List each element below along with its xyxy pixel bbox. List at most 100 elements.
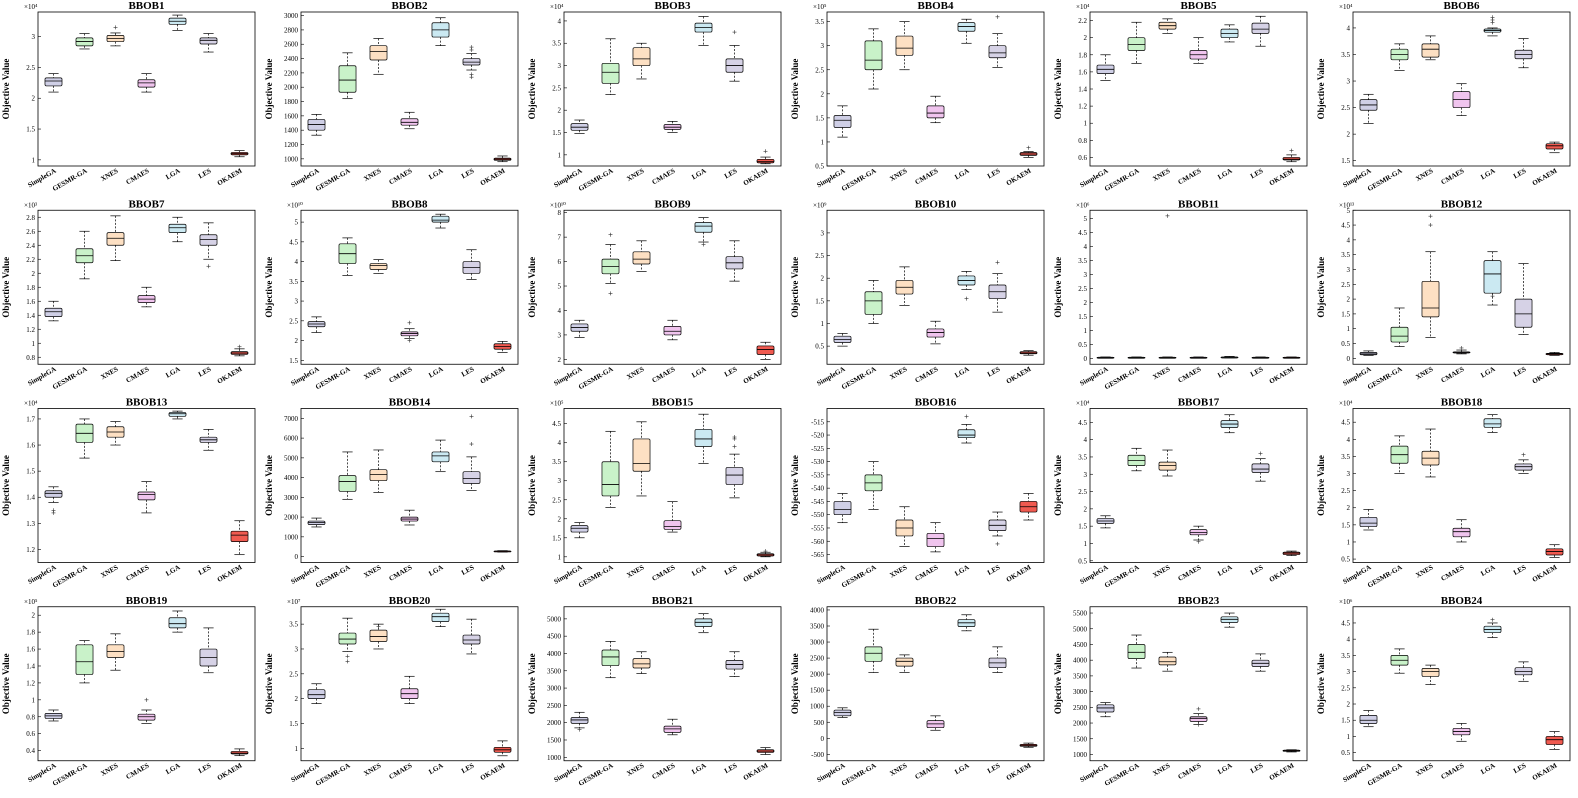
x-tick-label: CMAES [651, 365, 677, 385]
y-tick-label: 0.5 [1078, 557, 1087, 565]
y-axis-label: Objective Value [527, 257, 537, 318]
plot-frame [300, 11, 519, 167]
axis-exponent: ×10⁴ [1339, 400, 1353, 408]
y-tick-label: 1 [32, 696, 36, 704]
y-tick-label: 3 [1084, 271, 1088, 279]
y-tick-label: 2 [558, 107, 562, 115]
y-tick-label: 1200 [284, 141, 299, 149]
chart-title: BBOB17 [1178, 397, 1220, 409]
box-xnes [1158, 461, 1177, 471]
x-tick-label: OKAEM [1005, 167, 1033, 188]
box-gesmr-ga [338, 65, 357, 93]
y-tick-label: 0 [821, 735, 825, 743]
plot-frame [1352, 209, 1571, 365]
x-tick-label: LGA [164, 365, 181, 380]
y-tick-label: 1 [558, 151, 562, 159]
x-tick-label: LGA [690, 563, 707, 578]
x-tick-label: GESMR-GA [577, 365, 614, 391]
y-axis-label: Objective Value [264, 257, 274, 318]
x-tick-label: OKAEM [479, 365, 507, 386]
x-tick-label: LES [197, 365, 213, 379]
y-tick-label: 3500 [810, 623, 825, 631]
y-tick-label: 1 [558, 553, 562, 561]
chart-panel-16: BBOB16 Objective Value -565 -560 -555 -550 -54… [790, 397, 1045, 589]
y-tick-label: 3000 [547, 685, 562, 693]
y-tick-label: 2800 [284, 26, 299, 34]
y-tick-label: 1.5 [1341, 157, 1350, 165]
x-tick-label: OKAEM [1268, 761, 1296, 782]
box-simplega [570, 717, 589, 724]
x-tick-label: CMAES [1177, 563, 1203, 583]
y-tick-label: 2.5 [1341, 281, 1350, 289]
y-tick-label: 3 [295, 645, 299, 653]
y-tick-label: 4 [1347, 24, 1351, 32]
chart-panel-7: BBOB7 ×10³ Objective Value 0.8 1 1.2 1.4 1.6 1.8… [1, 198, 256, 391]
y-tick-label: 3.5 [552, 458, 561, 466]
x-tick-label: LES [1249, 563, 1265, 577]
box-okaem [230, 751, 249, 755]
box-simplega [1096, 704, 1115, 713]
y-tick-label: 2.5 [289, 670, 298, 678]
x-tick-label: XNES [99, 762, 119, 778]
x-tick-label: LGA [1479, 365, 1496, 380]
y-tick-label: 3 [558, 62, 562, 70]
y-tick-label: 1000 [1073, 751, 1088, 759]
y-tick-label: 2600 [284, 41, 299, 49]
y-tick-label: 3 [821, 229, 825, 237]
y-tick-label: 2.5 [289, 317, 298, 325]
x-tick-label: LGA [1216, 365, 1233, 380]
y-tick-label: 3.5 [1078, 257, 1087, 265]
x-tick-label: LGA [164, 167, 181, 182]
y-tick-label: 2.5 [26, 64, 35, 72]
y-tick-label: 3 [1347, 470, 1351, 478]
plot-frame [1089, 606, 1308, 762]
y-axis-label: Objective Value [1, 257, 11, 318]
box-cmaes [926, 532, 945, 547]
y-tick-label: 1 [1084, 540, 1088, 548]
x-tick-label: CMAES [914, 167, 940, 187]
y-tick-label: 5 [1084, 215, 1088, 223]
y-tick-label: 1 [821, 138, 825, 146]
box-simplega [833, 115, 852, 128]
axis-exponent: ×10¹⁰ [550, 201, 566, 209]
x-tick-label: OKAEM [1268, 563, 1296, 584]
y-tick-label: 2 [821, 90, 825, 98]
y-tick-label: 1.8 [26, 629, 35, 637]
y-tick-label: 1 [32, 340, 36, 348]
y-tick-label: 3.5 [1341, 51, 1350, 59]
y-tick-label: 4000 [810, 606, 825, 614]
box-les [1514, 298, 1533, 328]
box-simplega [1359, 715, 1378, 724]
x-tick-label: XNES [1151, 762, 1171, 778]
x-tick-label: OKAEM [1531, 167, 1559, 188]
y-tick-label: 2200 [284, 69, 299, 77]
x-tick-label: GESMR-GA [577, 167, 614, 193]
axis-exponent: ×10⁵ [24, 598, 38, 606]
y-tick-label: 2 [1347, 701, 1351, 709]
chart-panel-14: BBOB14 Objective Value 0 1000 2000 3000 4000 50… [264, 397, 519, 589]
y-tick-label: 1400 [284, 127, 299, 135]
box-gesmr-ga [1390, 326, 1409, 343]
box-gesmr-ga [1127, 37, 1146, 51]
x-tick-label: LES [1249, 365, 1265, 379]
x-tick-label: XNES [625, 563, 645, 579]
y-tick-label: 1.4 [1078, 86, 1087, 94]
y-axis-label: Objective Value [1316, 257, 1326, 318]
y-tick-label: 2.5 [1078, 285, 1087, 293]
y-tick-label: 7000 [284, 415, 299, 423]
y-tick-label: 1.5 [289, 720, 298, 728]
x-tick-label: LGA [953, 762, 970, 777]
x-tick-label: LES [1512, 563, 1528, 577]
box-xnes [369, 469, 388, 481]
box-simplega [1359, 516, 1378, 527]
x-tick-label: LGA [1479, 167, 1496, 182]
axis-exponent: ×10⁴ [1339, 3, 1353, 11]
x-tick-label: LGA [164, 762, 181, 777]
x-tick-label: CMAES [388, 563, 414, 583]
axis-exponent: ×10⁴ [1076, 400, 1090, 408]
x-tick-label: LGA [953, 365, 970, 380]
x-tick-label: LES [986, 563, 1002, 577]
y-tick-label: 5000 [1073, 625, 1088, 633]
x-tick-label: XNES [888, 563, 908, 579]
